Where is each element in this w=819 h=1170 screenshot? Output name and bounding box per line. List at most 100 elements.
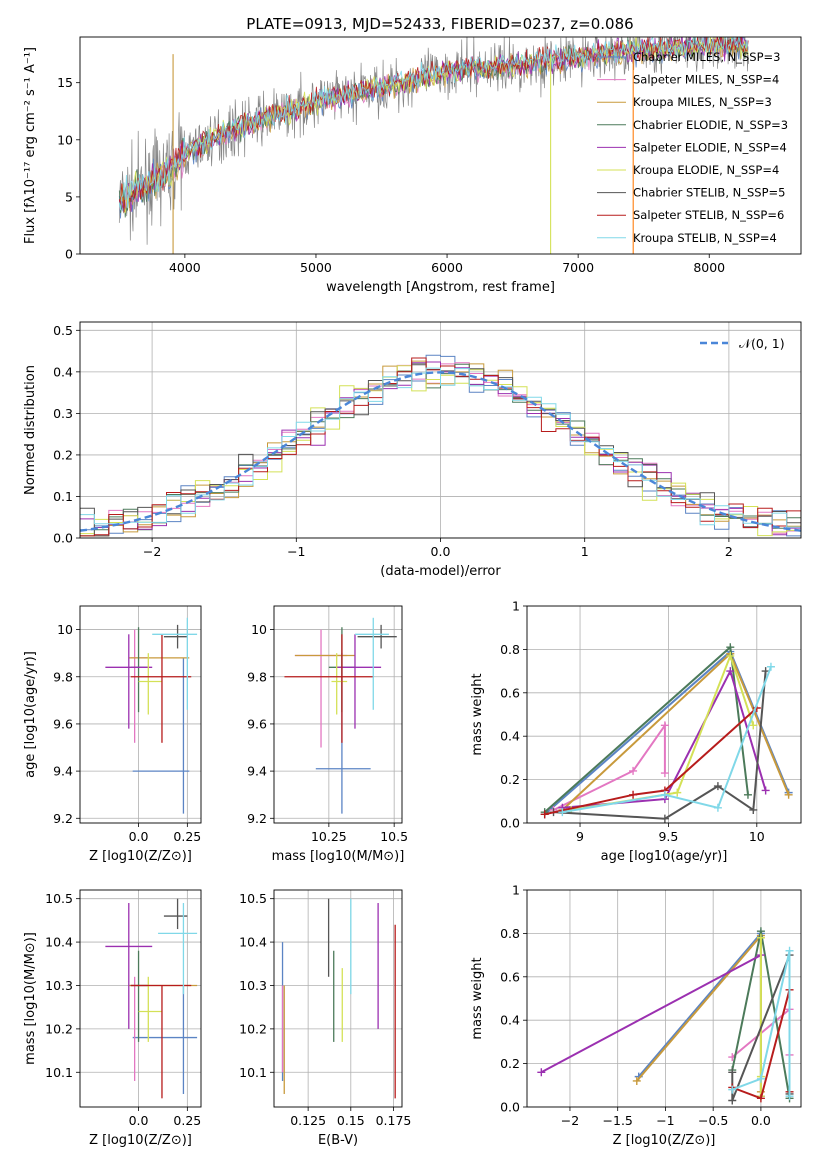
- y-tick-label: 10.1: [45, 1065, 73, 1080]
- plus-marker: [743, 790, 752, 799]
- plus-marker: [756, 1074, 765, 1083]
- plus-marker: [726, 643, 735, 652]
- x-tick-label: 9.5: [658, 829, 678, 844]
- y-tick-label: 0.2: [500, 772, 520, 787]
- y-axis-label: Flux [fλ10⁻¹⁷ erg cm⁻² s⁻¹ A⁻¹]: [23, 47, 38, 244]
- plus-marker: [629, 790, 638, 799]
- y-tick-label: 10: [57, 622, 73, 637]
- plus-marker: [728, 1096, 737, 1105]
- x-axis-label: age [log10(age/yr)]: [601, 849, 728, 864]
- spectrum-line: [118, 37, 749, 211]
- y-tick-label: 10.2: [239, 1021, 267, 1036]
- y-tick-label: 10.3: [239, 978, 267, 993]
- plot-area: [274, 606, 402, 823]
- weight-line: [731, 950, 791, 1097]
- x-axis-label: Z [log10(Z/Z⊙)]: [89, 849, 192, 864]
- panel-mass_vs_Z: 0.0 0.25 10.1 10.2 10.3 10.4 10.5 Z [log10(Z/Z⊙…: [23, 889, 202, 1148]
- y-tick-label: 10: [251, 622, 267, 637]
- legend: 𝒩(0, 1): [700, 336, 785, 351]
- legend-label: Salpeter ELODIE, N_SSP=4: [633, 140, 787, 154]
- y-tick-label: 1: [512, 599, 520, 614]
- x-axis-label: E(B-V): [318, 1133, 358, 1148]
- x-tick-label: 8000: [693, 260, 725, 275]
- y-tick-label: 10.5: [239, 891, 267, 906]
- x-tick-label: −0.5: [698, 1113, 728, 1128]
- x-axis-label: Z [log10(Z/Z⊙)]: [89, 1133, 192, 1148]
- axes-frame: [79, 889, 202, 1108]
- legend-label: Kroupa ELODIE, N_SSP=4: [633, 163, 779, 177]
- y-axis-label: mass weight: [470, 673, 485, 755]
- plus-marker: [558, 808, 567, 817]
- y-tick-label: 10.3: [45, 978, 73, 993]
- plus-marker: [784, 790, 793, 799]
- plus-marker: [540, 810, 549, 819]
- y-tick-label: 0.4: [53, 364, 73, 379]
- plus-marker: [785, 946, 794, 955]
- axes-frame: [273, 889, 403, 1108]
- y-tick-label: 0.0: [500, 816, 520, 831]
- x-tick-label: 0.0: [751, 1113, 771, 1128]
- y-tick-label: 10.4: [239, 935, 267, 950]
- x-tick-label: 0.125: [290, 1113, 326, 1128]
- panel-residuals: −2 −1 0.0 1 2 0.0 0.1 0.2 0.3 0.4 0.5 (data-model)/…: [23, 321, 802, 579]
- x-tick-label: −1: [287, 544, 305, 559]
- legend-label: Kroupa STELIB, N_SSP=4: [633, 231, 777, 245]
- y-tick-label: 9.2: [247, 811, 267, 826]
- y-tick-label: 0: [65, 247, 73, 262]
- plus-marker: [726, 667, 735, 676]
- x-tick-label: 10: [749, 829, 765, 844]
- y-tick-label: 0.3: [53, 406, 73, 421]
- y-tick-label: 0.6: [500, 969, 520, 984]
- axes-frame: [526, 605, 802, 824]
- y-tick-label: 1: [512, 883, 520, 898]
- y-tick-label: 9.6: [53, 716, 73, 731]
- y-tick-label: 0.5: [53, 323, 73, 338]
- plus-marker: [629, 766, 638, 775]
- x-tick-label: 0.0: [129, 829, 149, 844]
- x-tick-label: 9: [576, 829, 584, 844]
- x-tick-label: 0.25: [173, 829, 201, 844]
- x-tick-label: 6000: [431, 260, 463, 275]
- plus-marker: [726, 651, 735, 660]
- axes-frame: [79, 36, 802, 255]
- weight-line: [562, 666, 772, 814]
- x-tick-label: 7000: [562, 260, 594, 275]
- plot-area: [527, 606, 801, 823]
- x-axis-label: wavelength [Angstrom, rest frame]: [326, 280, 555, 295]
- y-axis-label: Normed distribution: [23, 365, 38, 495]
- plus-marker: [537, 1068, 546, 1077]
- y-tick-label: 0.4: [500, 1013, 520, 1028]
- weight-line: [553, 722, 666, 811]
- plot-area: [80, 606, 201, 823]
- legend-label: Chabrier STELIB, N_SSP=5: [633, 186, 785, 200]
- y-tick-label: 10.1: [239, 1065, 267, 1080]
- plus-marker: [660, 790, 669, 799]
- plus-marker: [673, 788, 682, 797]
- x-tick-label: 0.15: [337, 1113, 365, 1128]
- plus-marker: [713, 803, 722, 812]
- y-tick-label: 0.0: [53, 531, 73, 546]
- y-tick-label: 0.8: [500, 926, 520, 941]
- y-tick-label: 0.4: [500, 729, 520, 744]
- x-tick-label: 0.175: [376, 1113, 412, 1128]
- y-tick-label: 9.8: [247, 669, 267, 684]
- y-tick-label: 9.2: [53, 811, 73, 826]
- normal-curve: [80, 371, 801, 532]
- plus-marker: [713, 782, 722, 791]
- legend-label: Chabrier ELODIE, N_SSP=3: [633, 118, 788, 132]
- plus-marker: [728, 1068, 737, 1077]
- legend-label: Kroupa MILES, N_SSP=3: [633, 95, 772, 109]
- x-tick-label: 5000: [300, 260, 332, 275]
- x-axis-label: Z [log10(Z/Z⊙)]: [613, 1133, 716, 1148]
- y-tick-label: 9.6: [247, 716, 267, 731]
- plot-area: [527, 890, 801, 1107]
- plus-marker: [761, 786, 770, 795]
- figure-title: PLATE=0913, MJD=52433, FIBERID=0237, z=0…: [246, 15, 633, 33]
- panel-weight_vs_age: 9 9.5 10 0.0 0.2 0.4 0.6 0.8 1 age [log10(age/yr)…: [470, 599, 802, 864]
- panel-age_vs_Z: 0.0 0.25 9.2 9.4 9.6 9.8 10 Z [log10(Z/Z⊙)] age …: [23, 605, 202, 864]
- spectrum-line: [118, 37, 749, 214]
- plot-area: [80, 322, 801, 538]
- panel-mass_vs_EBV: 0.125 0.15 0.175 10.1 10.2 10.3 10.4 10.5 E(B-V): [239, 889, 412, 1148]
- x-tick-label: 2: [725, 544, 733, 559]
